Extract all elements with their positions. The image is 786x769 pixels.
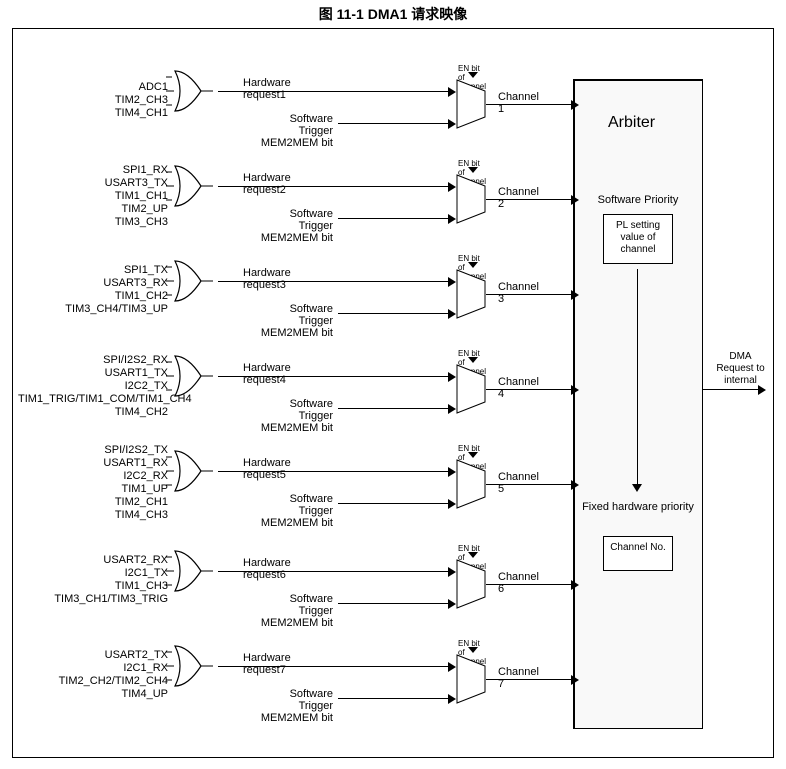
arrow-icon	[571, 480, 581, 490]
sw-line	[338, 123, 453, 124]
mux-icon	[456, 559, 486, 609]
sw-line	[338, 218, 453, 219]
sw-line	[338, 408, 453, 409]
mux-icon	[456, 654, 486, 704]
hw-request-label: Hardware request2	[243, 172, 291, 196]
source-list: USART2_TXI2C1_RXTIM2_CH2/TIM2_CH4TIM4_UP	[18, 649, 168, 701]
arbiter-box	[573, 79, 703, 729]
hw-request-label: Hardware request7	[243, 652, 291, 676]
channel-label: Channel 6	[498, 571, 539, 595]
sw-trigger-label: Software TriggerMEM2MEM bit	[253, 303, 333, 339]
sw-line	[338, 698, 453, 699]
arrow-icon	[571, 195, 581, 205]
arrow-icon	[571, 580, 581, 590]
output-line	[703, 389, 763, 390]
sw-trigger-label: Software TriggerMEM2MEM bit	[253, 398, 333, 434]
channel-label: Channel 5	[498, 471, 539, 495]
hw-request-label: Hardware request6	[243, 557, 291, 581]
output-label: DMA Request to internal	[713, 351, 768, 387]
or-gate-icon	[173, 164, 213, 208]
source-list: USART2_RXI2C1_TXTIM1_CH3TIM3_CH1/TIM3_TR…	[18, 554, 168, 606]
sw-trigger-label: Software TriggerMEM2MEM bit	[253, 493, 333, 529]
mux-icon	[456, 269, 486, 319]
sw-trigger-label: Software TriggerMEM2MEM bit	[253, 593, 333, 629]
arrow-icon	[571, 675, 581, 685]
sw-line	[338, 603, 453, 604]
sw-line	[338, 503, 453, 504]
arrow-icon	[571, 100, 581, 110]
or-gate-icon	[173, 549, 213, 593]
hw-request-label: Hardware request1	[243, 77, 291, 101]
arbiter-arrow-1	[637, 269, 638, 489]
sw-line	[338, 313, 453, 314]
channel-label: Channel 3	[498, 281, 539, 305]
mux-icon	[456, 364, 486, 414]
source-list: SPI1_RXUSART3_TXTIM1_CH1TIM2_UPTIM3_CH3	[18, 164, 168, 229]
fixed-priority-label: Fixed hardware priority	[578, 501, 698, 514]
channel-label: Channel 7	[498, 666, 539, 690]
arbiter-title: Arbiter	[608, 114, 655, 132]
channel-label: Channel 4	[498, 376, 539, 400]
or-gate-icon	[173, 644, 213, 688]
pl-setting-box: PL setting value of channel	[603, 214, 673, 264]
hw-request-label: Hardware request5	[243, 457, 291, 481]
or-gate-icon	[173, 259, 213, 303]
sw-trigger-label: Software TriggerMEM2MEM bit	[253, 208, 333, 244]
arrow-icon	[632, 484, 642, 494]
hw-request-label: Hardware request4	[243, 362, 291, 386]
mux-icon	[456, 79, 486, 129]
or-gate-icon	[173, 354, 213, 398]
channel-no-box: Channel No.	[603, 536, 673, 571]
source-list: SPI1_TXUSART3_RXTIM1_CH2TIM3_CH4/TIM3_UP	[18, 264, 168, 316]
sw-trigger-label: Software TriggerMEM2MEM bit	[253, 113, 333, 149]
channel-label: Channel 2	[498, 186, 539, 210]
or-gate-icon	[173, 449, 213, 493]
mux-icon	[456, 174, 486, 224]
channel-label: Channel 1	[498, 91, 539, 115]
arrow-icon	[571, 385, 581, 395]
diagram-frame: Arbiter Software Priority PL setting val…	[12, 28, 774, 758]
arrow-icon	[571, 290, 581, 300]
source-list: SPI/I2S2_RXUSART1_TXI2C2_TXTIM1_TRIG/TIM…	[18, 354, 168, 419]
software-priority-label: Software Priority	[578, 194, 698, 206]
sw-trigger-label: Software TriggerMEM2MEM bit	[253, 688, 333, 724]
or-gate-icon	[173, 69, 213, 113]
source-list: ADC1TIM2_CH3TIM4_CH1	[18, 81, 168, 120]
source-list: SPI/I2S2_TXUSART1_RXI2C2_RXTIM1_UPTIM2_C…	[18, 444, 168, 522]
hw-request-label: Hardware request3	[243, 267, 291, 291]
mux-icon	[456, 459, 486, 509]
figure-title: 图 11-1 DMA1 请求映像	[0, 0, 786, 28]
